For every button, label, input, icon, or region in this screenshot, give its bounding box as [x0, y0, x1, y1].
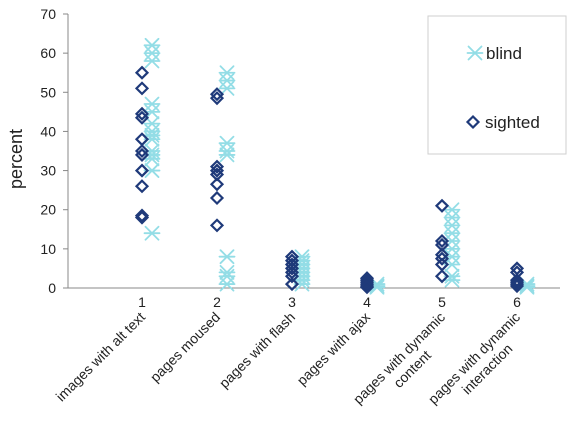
sighted-point	[359, 273, 375, 288]
data-points	[134, 37, 536, 295]
y-tick-label: 70	[40, 6, 56, 22]
blind-point	[143, 45, 161, 61]
sighted-point	[209, 159, 225, 174]
sighted-point	[209, 163, 225, 178]
sighted-point	[134, 81, 150, 96]
sighted-point	[134, 163, 150, 178]
category-label: pages moused	[147, 309, 223, 385]
blind-point	[443, 210, 461, 225]
legend-label-sighted: sighted	[485, 113, 540, 132]
category-label-line: pages moused	[147, 309, 223, 385]
sighted-point	[134, 106, 150, 121]
sighted-point	[209, 87, 225, 102]
blind-point	[143, 53, 161, 69]
y-axis: 0 10 20 30 40 50 60 70 percent	[6, 6, 69, 296]
sighted-point	[134, 143, 150, 159]
sighted-point	[434, 251, 450, 266]
y-tick-label: 30	[40, 163, 56, 179]
blind-point	[218, 276, 236, 292]
sighted-point	[284, 277, 300, 292]
legend-sighted-marker	[465, 114, 481, 130]
sighted-point	[359, 275, 375, 290]
y-tick-label: 10	[40, 241, 56, 257]
y-tick-label: 40	[40, 123, 56, 139]
legend: blind sighted	[427, 15, 567, 155]
sighted-point	[284, 261, 300, 276]
blind-point	[143, 37, 161, 53]
blind-point	[218, 65, 236, 81]
sighted-point	[359, 280, 375, 295]
sighted-point	[509, 273, 525, 288]
blind-point	[143, 225, 161, 241]
legend-items: blind sighted	[465, 44, 540, 132]
x-tick-labels: 1 2 3 4 5 6	[138, 294, 521, 310]
blind-point	[143, 96, 161, 112]
sighted-point	[509, 277, 525, 292]
sighted-point	[134, 179, 150, 194]
sighted-point	[134, 65, 150, 80]
blind-point	[443, 225, 461, 241]
x-tick-label: 3	[288, 294, 296, 310]
legend-box	[427, 15, 567, 155]
category-label: pages with ajax	[294, 309, 374, 389]
blind-point	[218, 135, 236, 151]
sighted-point	[434, 198, 450, 213]
category-label-line: pages with flash	[216, 309, 298, 391]
x-tick-label: 4	[363, 294, 371, 310]
sighted-point	[509, 278, 525, 294]
legend-blind-marker	[466, 45, 484, 61]
sighted-point	[209, 190, 225, 206]
x-tick-label: 2	[213, 294, 221, 310]
sighted-point	[209, 177, 225, 192]
sighted-point	[134, 147, 150, 162]
sighted-point	[134, 110, 150, 125]
sighted-point	[284, 269, 300, 284]
y-tick-label: 50	[40, 84, 56, 100]
blind-point	[218, 73, 236, 88]
sighted-point	[509, 261, 525, 276]
x-tick-label: 1	[138, 294, 146, 310]
category-label: images with alt text	[53, 309, 149, 405]
y-tick-label: 60	[40, 45, 56, 61]
blind-point	[218, 249, 236, 265]
category-label-line: images with alt text	[53, 309, 149, 405]
y-tick-label: 0	[48, 280, 56, 296]
sighted-point	[434, 233, 450, 249]
sighted-point	[209, 91, 225, 106]
legend-label-blind: blind	[486, 44, 522, 63]
sighted-point	[434, 269, 450, 284]
y-axis-label: percent	[6, 129, 26, 189]
x-tick-label: 5	[438, 294, 446, 310]
sighted-point	[209, 218, 225, 233]
blind-point	[218, 147, 236, 163]
sighted-point	[509, 275, 525, 290]
category-label: pages with flash	[216, 309, 298, 391]
sighted-point	[134, 210, 150, 225]
x-tick-label: 6	[513, 294, 521, 310]
y-tick-label: 20	[40, 202, 56, 218]
sighted-point	[359, 277, 375, 292]
blind-point	[218, 80, 236, 96]
blind-point	[443, 217, 461, 233]
sighted-point	[359, 271, 375, 286]
y-tick-labels: 0 10 20 30 40 50 60 70	[40, 6, 68, 296]
category-label-line: pages with ajax	[294, 309, 374, 389]
sighted-point	[134, 208, 150, 223]
